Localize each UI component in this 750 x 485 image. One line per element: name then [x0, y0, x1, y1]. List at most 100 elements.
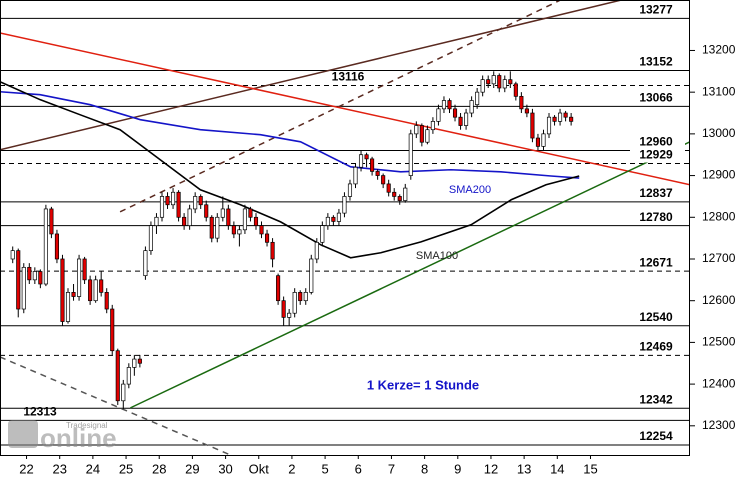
- trend-line: [0, 0, 622, 151]
- candle-body: [309, 258, 314, 293]
- candle-body: [32, 271, 37, 281]
- trend-line: [0, 32, 690, 186]
- candle-body: [154, 216, 159, 226]
- level-label: 12342: [639, 392, 673, 406]
- series-label: SMA200: [449, 184, 491, 196]
- candle-body: [342, 196, 347, 214]
- level-label-bg: [630, 393, 685, 408]
- level-label: 12837: [639, 186, 673, 200]
- logo-box: [8, 420, 38, 448]
- candle-body: [546, 116, 552, 135]
- logo-word: online: [40, 423, 117, 453]
- candle-body: [198, 196, 203, 206]
- candle-body: [171, 191, 176, 206]
- candle-body: [281, 300, 286, 318]
- candle-body: [458, 116, 463, 126]
- candle-body: [486, 79, 491, 85]
- level-label-bg: [630, 310, 685, 325]
- x-tick-label: 30: [218, 461, 232, 476]
- candle-body: [541, 133, 546, 147]
- candle-body: [49, 208, 54, 235]
- candle-body: [43, 208, 48, 285]
- y-tick-label: 12600: [702, 293, 736, 307]
- candle-body: [82, 258, 87, 281]
- candle-body: [165, 196, 170, 206]
- level-label-bg: [630, 148, 685, 163]
- x-tick-label: 8: [421, 461, 428, 476]
- candle-body: [298, 292, 303, 302]
- candle-body: [38, 271, 43, 285]
- candle-body: [392, 191, 397, 197]
- x-tick-label: 24: [86, 461, 100, 476]
- candle-body: [552, 116, 557, 122]
- candle-body: [452, 108, 458, 118]
- candle-body: [270, 241, 275, 260]
- candle-body: [115, 350, 120, 402]
- candle-body: [204, 204, 209, 218]
- level-label: 12929: [639, 148, 673, 162]
- candle-body: [303, 292, 308, 302]
- candle-body: [71, 292, 76, 297]
- candle-body: [414, 125, 419, 135]
- level-label-bg: [630, 3, 685, 18]
- candle-body: [104, 292, 109, 310]
- level-label: 12254: [639, 429, 673, 443]
- logo-brand: Tradesignal: [66, 421, 108, 430]
- candle-body: [314, 241, 319, 260]
- x-tick-label: 6: [355, 461, 362, 476]
- candle-body: [358, 154, 364, 168]
- candle-body: [469, 100, 474, 114]
- candle-body: [436, 108, 441, 122]
- x-tick-label: 7: [388, 461, 395, 476]
- candle-body: [220, 208, 225, 218]
- y-tick-label: 12800: [702, 209, 736, 223]
- candle-body: [60, 258, 65, 322]
- candle-body: [419, 125, 424, 143]
- candle-body: [336, 212, 341, 222]
- level-label-bg: [630, 186, 685, 201]
- candle-body: [21, 266, 26, 310]
- level-label-bg: [630, 340, 685, 355]
- candle-body: [558, 112, 563, 122]
- x-tick-label: 13: [517, 461, 531, 476]
- candle-body: [524, 108, 529, 114]
- x-tick-label: 25: [119, 461, 133, 476]
- annotation: 1 Kerze= 1 Stunde: [367, 377, 479, 392]
- candle-body: [148, 225, 153, 251]
- candle-body: [480, 79, 485, 93]
- x-tick-label: 5: [321, 461, 328, 476]
- candle-body: [237, 229, 242, 235]
- candle-body: [132, 358, 137, 368]
- candle-body: [292, 292, 297, 314]
- candle-body: [248, 208, 253, 218]
- candle-body: [226, 208, 231, 226]
- candle-body: [381, 175, 386, 185]
- candle-body: [99, 279, 104, 293]
- candle-body: [215, 216, 220, 239]
- candle-body: [447, 100, 452, 110]
- level-label: 12469: [639, 339, 673, 353]
- candle-body: [364, 154, 369, 160]
- candle-body: [497, 75, 502, 89]
- candle-body: [430, 121, 435, 131]
- candle-body: [370, 158, 375, 172]
- candle-body: [176, 191, 181, 218]
- y-tick-label: 12700: [702, 251, 736, 265]
- candle-body: [386, 183, 391, 193]
- level-label: 12671: [639, 255, 673, 269]
- level-label-bg: [630, 256, 685, 271]
- y-tick-label: 13000: [702, 126, 736, 140]
- candle-body: [65, 292, 71, 322]
- candle-body: [508, 79, 513, 85]
- level-label: 13116: [332, 70, 365, 84]
- candle-body: [535, 137, 541, 147]
- candle-body: [264, 233, 270, 243]
- candle-body: [276, 275, 281, 302]
- candle-body: [375, 171, 380, 176]
- candle-body: [77, 258, 82, 297]
- y-tick-label: 12900: [702, 168, 736, 182]
- candle-body: [54, 233, 59, 260]
- level-label-bg: [630, 210, 685, 225]
- candle-body: [27, 266, 32, 281]
- trend-line: [119, 0, 561, 213]
